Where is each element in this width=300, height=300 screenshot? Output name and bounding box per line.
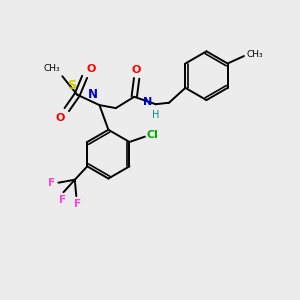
Text: Cl: Cl: [146, 130, 158, 140]
Text: O: O: [132, 65, 141, 75]
Text: N: N: [87, 88, 98, 101]
Text: F: F: [59, 195, 67, 205]
Text: F: F: [48, 178, 55, 188]
Text: F: F: [74, 199, 81, 209]
Text: CH₃: CH₃: [44, 64, 61, 73]
Text: O: O: [86, 64, 95, 74]
Text: CH₃: CH₃: [246, 50, 263, 59]
Text: H: H: [152, 110, 159, 120]
Text: N: N: [143, 97, 152, 107]
Text: O: O: [56, 113, 65, 123]
Text: S: S: [67, 79, 76, 92]
